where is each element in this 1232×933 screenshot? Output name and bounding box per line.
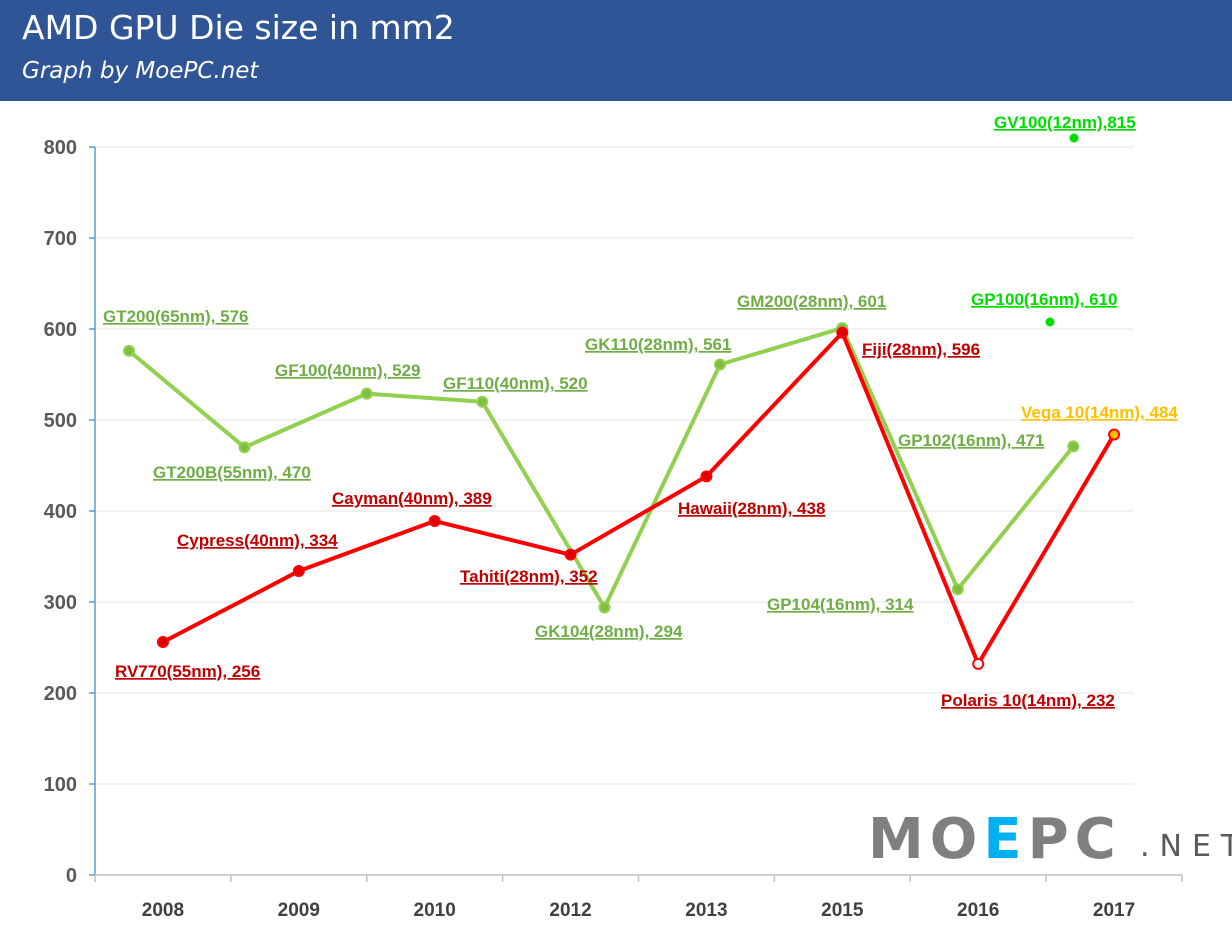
watermark: MOEPC .NET xyxy=(868,807,1232,872)
data-point xyxy=(476,395,489,408)
standalone-point xyxy=(1069,133,1079,143)
data-point xyxy=(428,515,441,528)
data-point xyxy=(714,358,727,371)
y-tick-label: 100 xyxy=(44,774,77,796)
data-label: Fiji(28nm), 596 xyxy=(862,340,980,359)
chart-subtitle: Graph by MoePC.net xyxy=(22,58,259,84)
data-label: GK104(28nm), 294 xyxy=(535,622,683,641)
data-point xyxy=(836,326,849,339)
y-tick-label: 200 xyxy=(44,683,77,705)
watermark-pc: PC xyxy=(1028,807,1122,872)
data-point xyxy=(156,636,169,649)
x-tick-label: 2010 xyxy=(414,900,456,921)
y-tick-label: 400 xyxy=(44,501,77,523)
data-point xyxy=(951,583,964,596)
x-tick-label: 2012 xyxy=(549,900,591,921)
data-label: Cypress(40nm), 334 xyxy=(177,531,338,550)
x-tick-label: 2013 xyxy=(685,900,727,921)
data-label: Hawaii(28nm), 438 xyxy=(678,499,825,518)
data-label: GF100(40nm), 529 xyxy=(275,361,421,380)
data-label: GP104(16nm), 314 xyxy=(767,595,914,614)
data-label: GM200(28nm), 601 xyxy=(737,292,886,311)
data-label: GK110(28nm), 561 xyxy=(585,335,731,354)
gridlines xyxy=(95,146,1134,785)
data-label: GT200(65nm), 576 xyxy=(103,307,249,326)
y-tick-label: 800 xyxy=(44,137,77,159)
data-label: Tahiti(28nm), 352 xyxy=(460,567,598,586)
x-tick-label: 2008 xyxy=(142,900,184,921)
data-point xyxy=(598,601,611,614)
data-point xyxy=(1067,440,1080,453)
standalone-label: GV100(12nm),815 xyxy=(994,113,1136,132)
data-label: Vega 10(14nm), 484 xyxy=(1021,403,1178,422)
svg-text:MOEPC: MOEPC xyxy=(868,807,1122,872)
data-label: GF110(40nm), 520 xyxy=(443,374,588,393)
y-tick-label: 500 xyxy=(44,410,77,432)
series-line-1 xyxy=(162,330,1116,666)
data-label: RV770(55nm), 256 xyxy=(115,662,260,681)
data-label: GP102(16nm), 471 xyxy=(898,431,1044,450)
data-label: Polaris 10(14nm), 232 xyxy=(941,691,1115,710)
data-point xyxy=(360,387,373,400)
data-points xyxy=(122,133,1121,670)
watermark-e: E xyxy=(983,807,1027,872)
y-tick-label: 700 xyxy=(44,228,77,250)
y-axis-ticks: 0 100 200 300 400 500 600 700 800 xyxy=(44,137,77,887)
data-point xyxy=(238,441,251,454)
x-tick-label: 2009 xyxy=(278,900,320,921)
watermark-mo: MO xyxy=(868,807,983,872)
y-tick-label: 600 xyxy=(44,319,77,341)
x-tick-label: 2015 xyxy=(821,900,864,921)
data-point xyxy=(1108,428,1121,441)
data-label: GT200B(55nm), 470 xyxy=(153,463,311,482)
x-axis-ticks: 2008 2009 2010 2012 2013 2015 2016 2017 xyxy=(142,900,1135,921)
data-point xyxy=(564,548,577,561)
data-labels: GT200(65nm), 576 GT200B(55nm), 470 GF100(4… xyxy=(103,113,1178,710)
data-point xyxy=(972,657,985,670)
standalone-label: GP100(16nm), 610 xyxy=(971,290,1117,309)
x-tick-label: 2016 xyxy=(957,900,999,921)
watermark-net: .NET xyxy=(1140,829,1232,864)
axes xyxy=(89,146,1183,882)
y-tick-label: 0 xyxy=(66,865,77,887)
header-banner: AMD GPU Die size in mm2 Graph by MoePC.n… xyxy=(0,0,1232,101)
x-tick-label: 2017 xyxy=(1093,900,1135,921)
chart-title: AMD GPU Die size in mm2 xyxy=(22,8,455,47)
data-label: Cayman(40nm), 389 xyxy=(332,489,492,508)
data-point xyxy=(122,344,135,357)
data-point xyxy=(700,470,713,483)
y-tick-label: 300 xyxy=(44,592,77,614)
standalone-point xyxy=(1045,317,1055,327)
data-point xyxy=(292,565,305,578)
